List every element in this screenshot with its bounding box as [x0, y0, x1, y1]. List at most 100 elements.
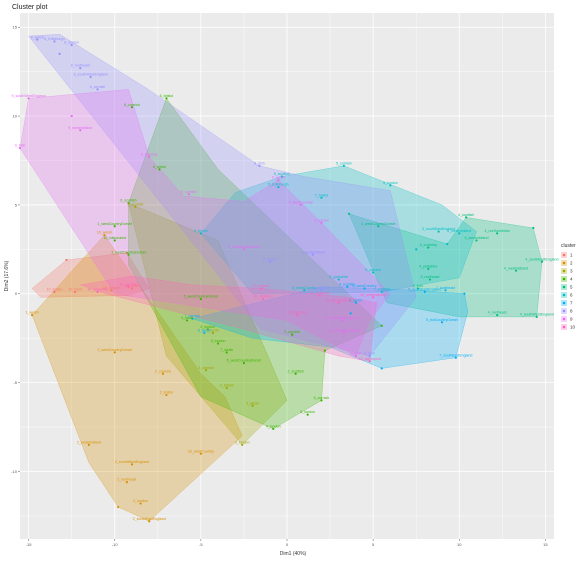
point-label: 9_northeastEngland — [228, 245, 260, 249]
point-label: 3_cornish — [198, 366, 214, 370]
point-cluster-4 — [320, 399, 323, 402]
point-cluster-7 — [349, 312, 352, 315]
legend-key-point — [562, 253, 566, 257]
legend-key-point — [562, 325, 566, 329]
point-cluster-8 — [70, 43, 73, 47]
point-cluster-6 — [415, 248, 418, 251]
point-cluster-5 — [540, 260, 544, 263]
point-cluster-6 — [437, 230, 440, 233]
point-cluster-2 — [130, 463, 134, 466]
y-tick-label: 0 — [15, 291, 18, 296]
point-label: 10_Kent — [68, 288, 81, 292]
legend-key-point — [562, 269, 566, 273]
point-cluster-5 — [475, 239, 478, 242]
point-label: 10_north — [125, 284, 139, 288]
point-cluster-5 — [428, 278, 432, 281]
point-cluster-4 — [306, 413, 309, 416]
point-cluster-8 — [89, 75, 92, 79]
legend-label: 5 — [570, 285, 573, 290]
point-label: 5_southEastEngland — [422, 227, 455, 231]
point-cluster-3 — [134, 205, 137, 208]
point-cluster-7 — [463, 292, 466, 295]
point-label: 6_cornish — [124, 103, 140, 107]
point-cluster-6 — [458, 232, 461, 235]
cluster-hull-10 — [80, 275, 377, 362]
point-label: 9_southWestEngland — [12, 94, 46, 98]
point-cluster-6 — [372, 271, 375, 274]
x-tick-label: -15 — [26, 542, 33, 547]
point-cluster-1 — [74, 290, 77, 294]
point-cluster-1 — [65, 258, 68, 262]
point-cluster-7 — [363, 287, 366, 290]
point-cluster-9 — [341, 319, 344, 322]
point-cluster-4 — [216, 342, 220, 345]
point-label: 6_welsh — [153, 165, 166, 169]
point-cluster-7 — [346, 285, 349, 288]
point-cluster-6 — [446, 242, 449, 246]
point-label: 8_Edinburgh — [44, 37, 64, 41]
point-label: 8_southWestEngland — [74, 73, 108, 77]
point-cluster-7 — [454, 356, 457, 359]
point-cluster-6 — [380, 290, 383, 294]
x-tick-label: 5 — [372, 542, 375, 547]
point-cluster-5 — [515, 269, 518, 272]
point-cluster-9 — [342, 331, 345, 334]
point-cluster-9 — [27, 97, 30, 100]
x-axis-ticks: -15 -10 -5 0 5 10 15 — [26, 539, 548, 547]
point-label: 9_london — [314, 218, 329, 222]
legend-key-point — [562, 309, 566, 313]
x-tick-label: 10 — [457, 542, 462, 547]
point-label: 10_westCountry — [188, 449, 214, 453]
point-cluster-8 — [58, 52, 61, 55]
point-label: 7_southEastEngland — [439, 353, 472, 357]
point-cluster-5 — [465, 216, 468, 219]
point-label: 4_northeast — [488, 311, 507, 315]
point-label: 5_scottish — [274, 172, 290, 176]
point-label: 5_london — [211, 339, 226, 343]
point-cluster-10 — [337, 301, 340, 304]
point-cluster-5 — [496, 232, 499, 235]
point-label: 6_bristol — [160, 94, 174, 98]
point-cluster-2 — [165, 393, 168, 397]
point-cluster-2 — [87, 443, 91, 446]
cluster-hull-3 — [128, 202, 288, 446]
point-label: 6_cornish — [314, 396, 330, 400]
point-cluster-4 — [165, 97, 168, 100]
point-cluster-4 — [206, 328, 209, 331]
point-label: 2_westCountryDorset — [97, 348, 132, 352]
point-cluster-8 — [79, 66, 82, 70]
point-label: 8_westCountry — [353, 284, 377, 288]
point-label: 9_irish — [15, 144, 26, 148]
point-cluster-4 — [380, 324, 383, 327]
point-cluster-10 — [318, 294, 321, 297]
point-label: 6_westCountry — [292, 286, 316, 290]
point-label: 3_london — [235, 440, 250, 444]
legend-key-point — [562, 285, 566, 289]
point-cluster-5 — [427, 267, 430, 270]
point-label: 2_london — [133, 499, 148, 503]
legend-label: 9 — [570, 317, 573, 322]
y-tick-label: 10 — [13, 113, 18, 118]
point-label: 2_scottish — [288, 369, 304, 373]
point-cluster-7 — [444, 289, 447, 292]
point-label: 5_cornish — [284, 330, 300, 334]
point-label: 7_bristol — [315, 193, 329, 197]
point-label: 8_westmidland — [301, 250, 325, 254]
point-cluster-1 — [53, 290, 56, 294]
legend-label: 7 — [570, 301, 573, 306]
point-cluster-7 — [191, 317, 194, 320]
point-label: 1_westCountryDorset — [97, 222, 132, 226]
point-label: 1_welsh — [25, 311, 38, 315]
x-axis-title: Dim1 (40%) — [280, 551, 307, 557]
point-label: 5_westCountryDorset — [184, 295, 219, 299]
point-label: 8_cornish — [90, 85, 106, 89]
point-label: 10_london — [103, 286, 120, 290]
point-cluster-9 — [277, 178, 280, 182]
point-cluster-1 — [130, 287, 134, 290]
point-label: 10_westmidland — [360, 293, 386, 297]
point-label: 9_westmidland — [68, 126, 92, 130]
point-cluster-8 — [311, 253, 314, 256]
point-cluster-6 — [280, 175, 283, 178]
point-label: 9_southEastEngland — [326, 316, 359, 320]
point-cluster-9 — [18, 146, 22, 150]
